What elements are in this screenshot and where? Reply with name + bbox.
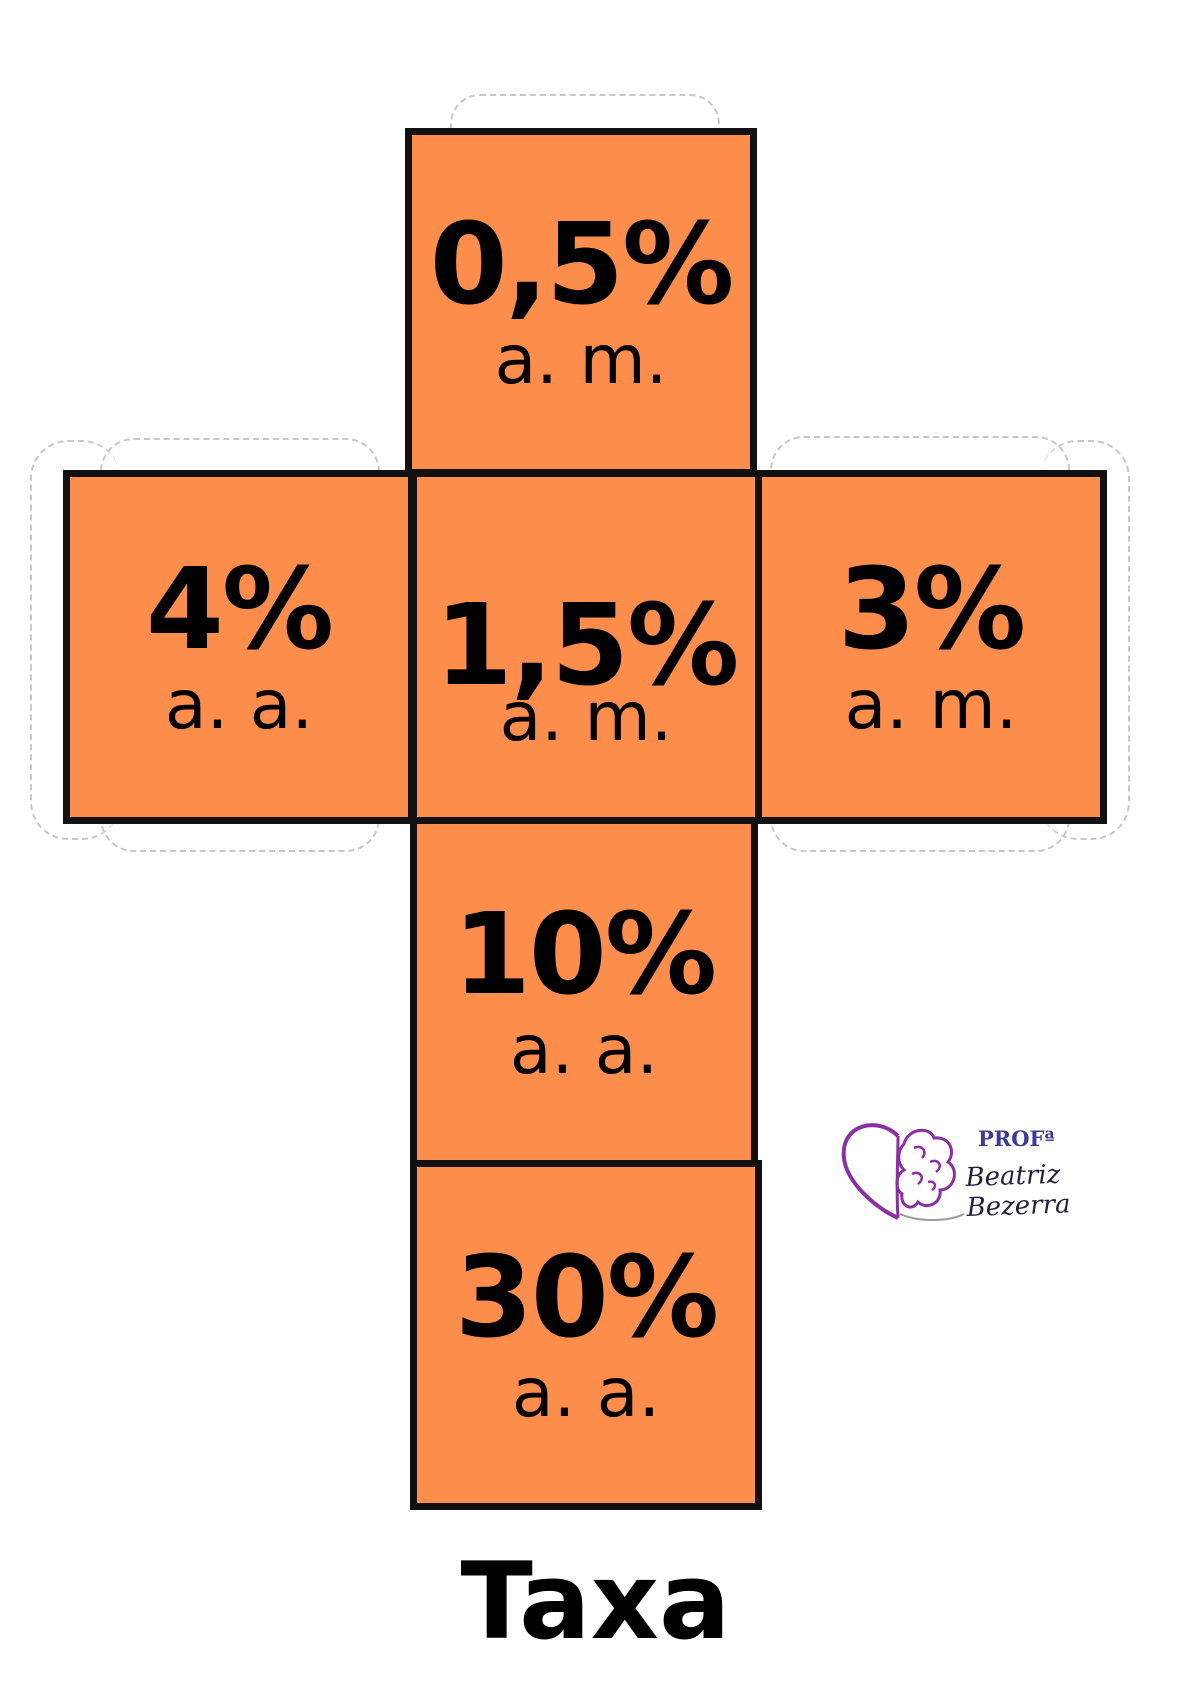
die-face-top: 0,5% a. m.	[405, 128, 757, 476]
page-title: Taxa	[460, 1540, 731, 1663]
logo-name: Beatriz Bezerra	[965, 1159, 1071, 1223]
rate-value: 3%	[837, 545, 1026, 675]
rate-value: 30%	[454, 1233, 719, 1363]
rate-period: a. a.	[509, 1011, 659, 1090]
die-face-bottom-2: 30% a. a.	[410, 1160, 762, 1510]
die-face-right: 3% a. m.	[755, 470, 1107, 824]
author-logo: PROFª Beatriz Bezerra	[838, 1118, 1138, 1238]
rate-value: 1,5%	[434, 581, 740, 711]
die-face-left: 4% a. a.	[63, 470, 415, 824]
die-face-center: 1,5% a. m.	[410, 470, 762, 824]
rate-value: 4%	[145, 545, 334, 675]
rate-value: 10%	[452, 890, 717, 1020]
rate-period: a. m.	[494, 321, 668, 400]
die-face-bottom-1: 10% a. a.	[410, 817, 758, 1167]
logo-prefix: PROFª	[978, 1126, 1055, 1151]
brain-heart-icon	[841, 1123, 965, 1221]
rate-period: a. m.	[844, 666, 1018, 745]
rate-period: a. a.	[164, 666, 314, 745]
glue-tab-left	[30, 440, 120, 840]
rate-period: a. a.	[511, 1354, 661, 1433]
rate-value: 0,5%	[429, 200, 735, 330]
glue-tab-right	[1040, 440, 1130, 840]
rate-period: a. m.	[499, 678, 673, 757]
